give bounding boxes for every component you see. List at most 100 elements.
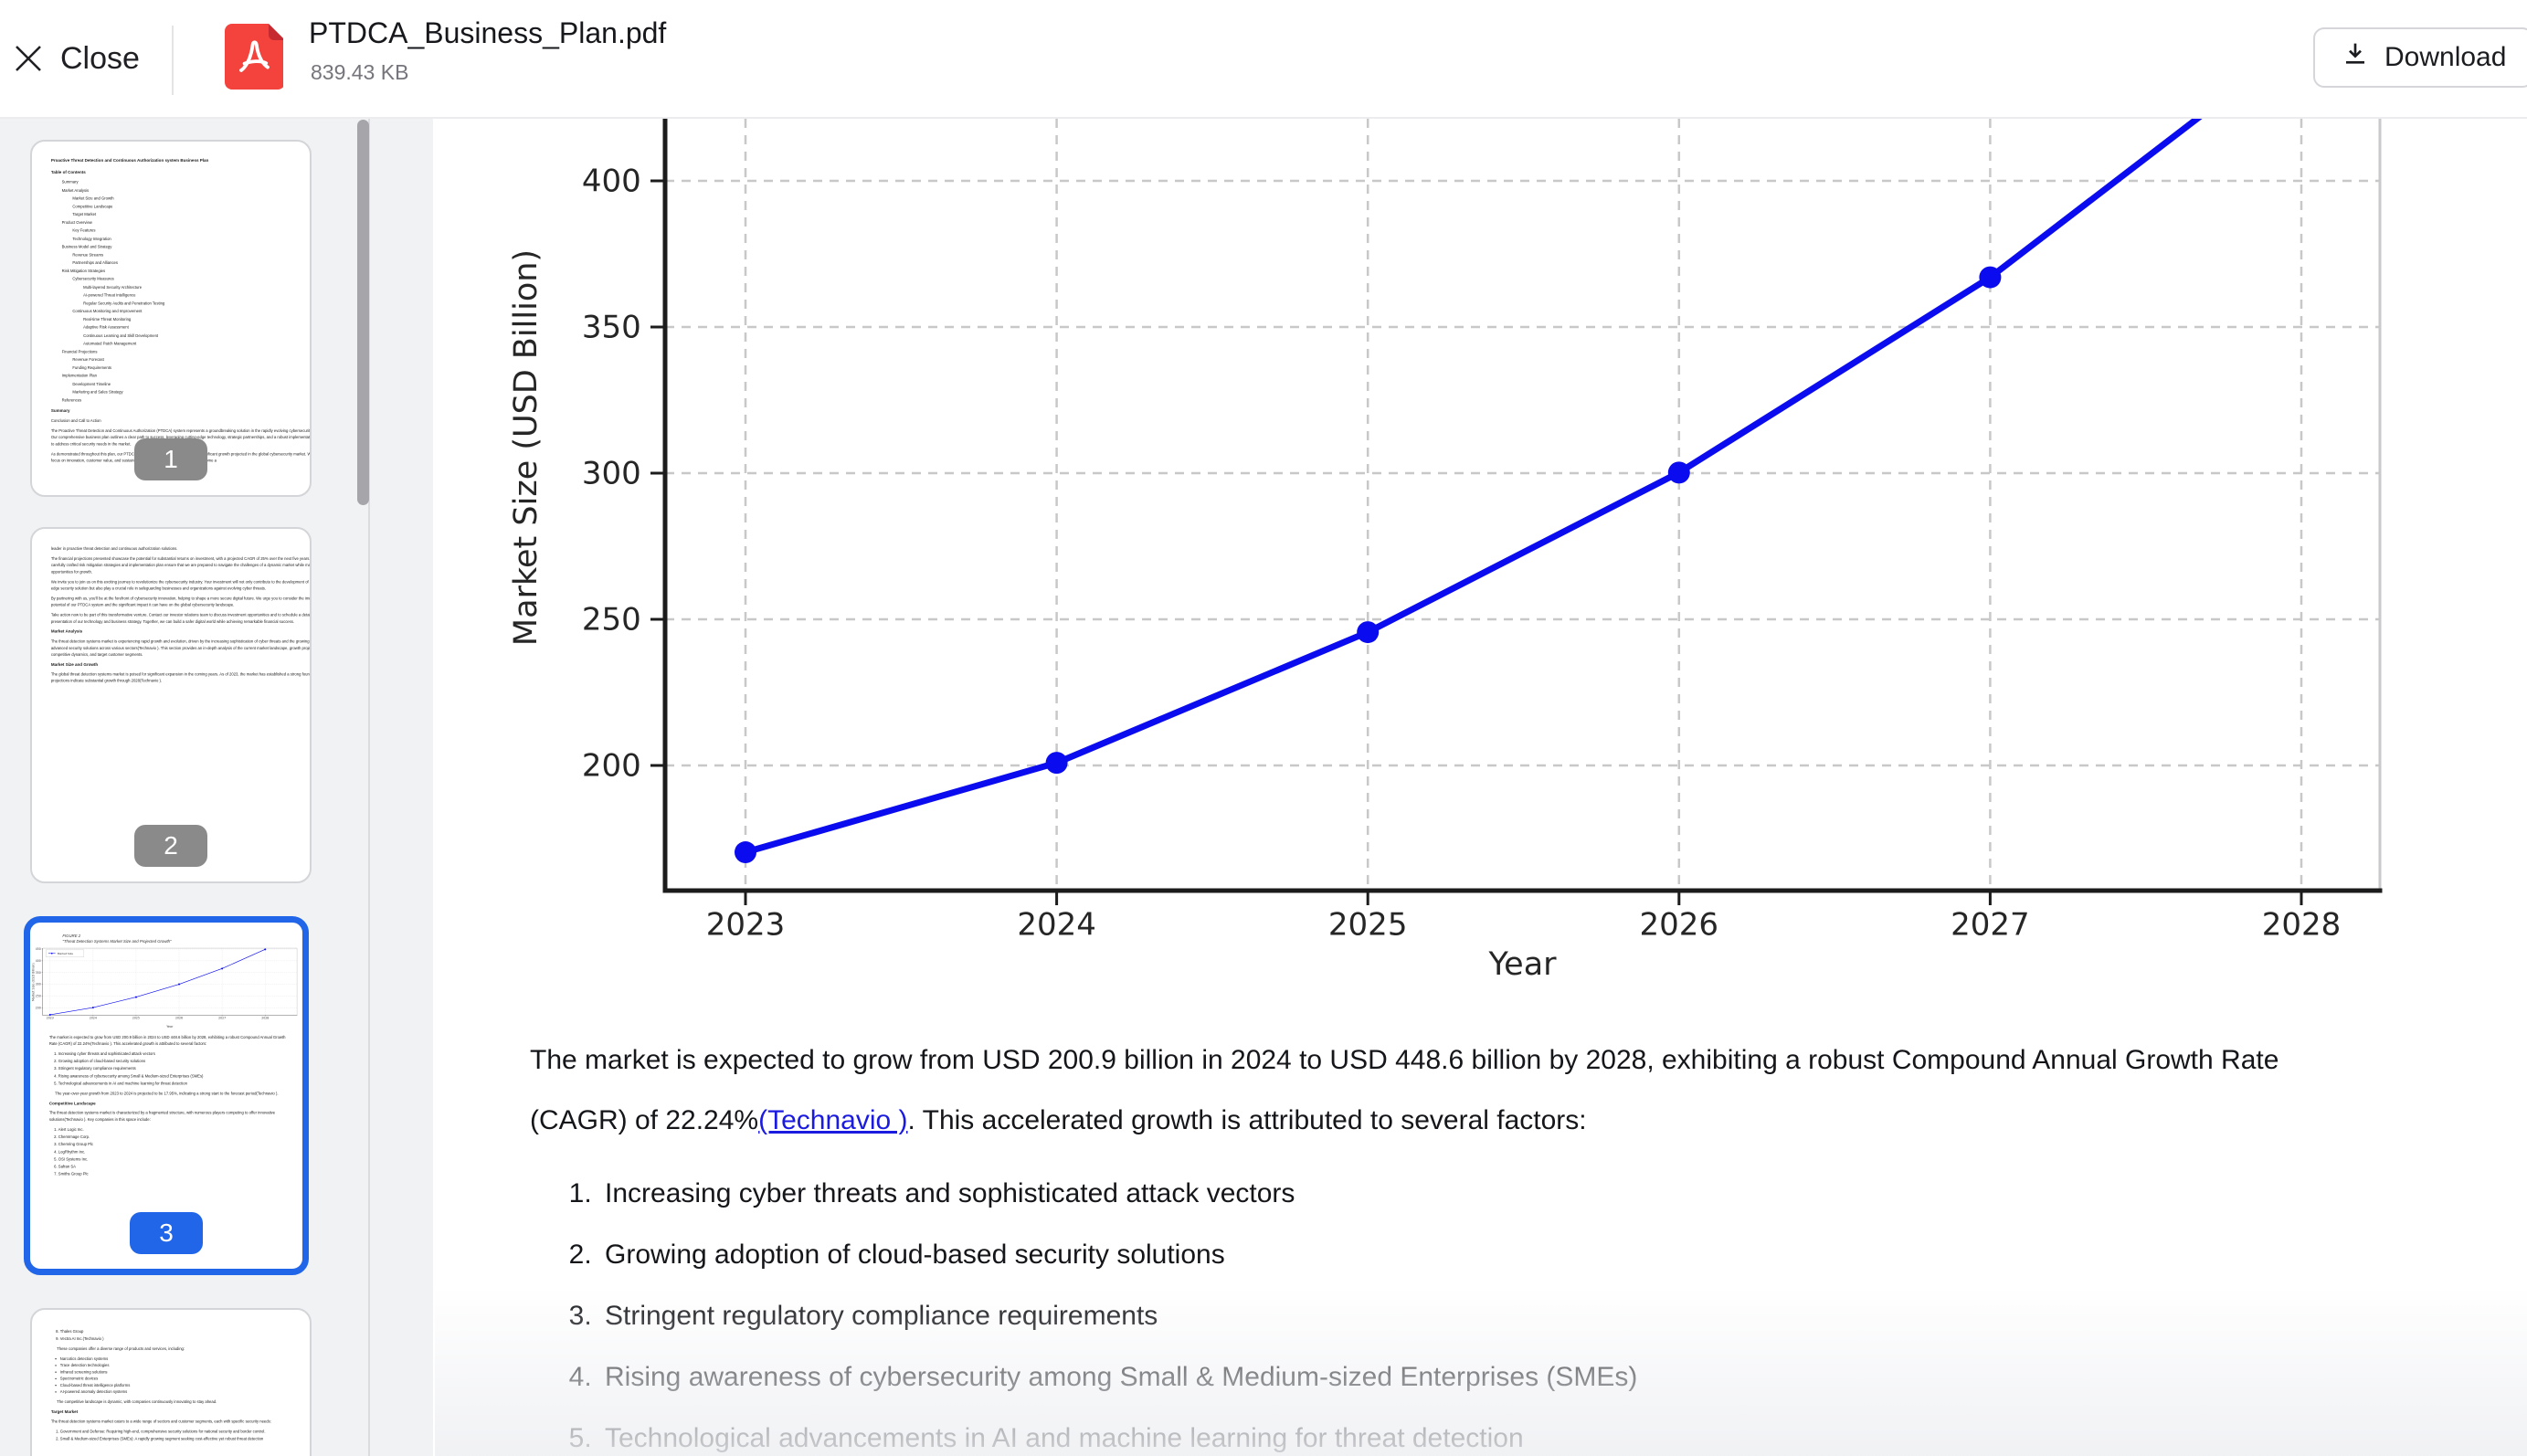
svg-text:Market Size: Market Size xyxy=(58,952,73,955)
toc-line: Revenue Forecast xyxy=(72,357,104,362)
svg-text:400: 400 xyxy=(36,959,41,963)
page3-paragraph: The market is expected to grow from USD … xyxy=(48,1035,286,1046)
toc-line: Revenue Streams xyxy=(72,252,104,258)
page2-paragraph: We invite you to join us on this excitin… xyxy=(50,579,312,591)
factor-item: Growing adoption of cloud-based security… xyxy=(58,1058,292,1064)
summary-heading: Summary xyxy=(50,408,70,414)
growth-factor-item: Rising awareness of cybersecurity among … xyxy=(599,1364,1637,1391)
company-list-continued: Thales GroupVectra AI Inc.(Technavio ) xyxy=(51,1328,310,1342)
competitive-landscape-paragraph: The threat detection systems market is c… xyxy=(48,1111,276,1122)
product-bullet: Infrared screening solutions xyxy=(60,1368,310,1375)
toc-line: Target Market xyxy=(72,212,97,216)
company-item: LogRhythm Inc. xyxy=(58,1148,292,1155)
company-item: Thales Group xyxy=(60,1328,310,1335)
sidebar-scrollbar-thumb[interactable] xyxy=(357,120,369,505)
toc-line: Continuous Monitoring and Improvement xyxy=(72,309,143,313)
conclusion-heading: Conclusion and Call to Action xyxy=(50,418,101,423)
page4-intro: These companies offer a diverse range of… xyxy=(57,1346,185,1351)
svg-text:300: 300 xyxy=(36,983,41,986)
toc-line: Implementation Plan xyxy=(61,374,97,378)
pdf-file-icon xyxy=(225,24,285,94)
market-size-heading: Market Size and Growth xyxy=(50,662,99,668)
svg-text:2025: 2025 xyxy=(1328,906,1408,943)
svg-text:2026: 2026 xyxy=(1640,906,1719,943)
toc-heading: Table of Contents xyxy=(50,170,86,175)
page-thumbnail-3-selected[interactable]: FIGURE 2 "Threat Detection Systems Marke… xyxy=(24,916,309,1275)
page2-content: leader in proactive threat detection and… xyxy=(32,529,312,704)
segment-item: Government and Defense: Requiring high-e… xyxy=(60,1428,310,1434)
segment-list: Government and Defense: Requiring high-e… xyxy=(51,1428,310,1441)
target-market-paragraph: The threat detection systems market cate… xyxy=(50,1419,271,1424)
product-bullet: Spectrometric devices xyxy=(60,1376,310,1382)
product-bullet: Trace detection technologies xyxy=(60,1362,310,1368)
product-bullets: Narcotics detection systemsTrace detecti… xyxy=(51,1356,310,1395)
toc-line: Competitive Landscape xyxy=(72,204,113,209)
page-number-badge: 2 xyxy=(134,825,207,867)
market-size-paragraph: The global threat detection systems mark… xyxy=(50,671,312,683)
paragraph-text-before: The market is expected to grow from USD … xyxy=(530,1045,2279,1135)
svg-text:350: 350 xyxy=(582,310,641,346)
page-thumbnail-1[interactable]: Proactive Threat Detection and Continuou… xyxy=(30,140,312,497)
svg-text:300: 300 xyxy=(582,456,641,492)
thumbnail-line-chart: 2023 2024 2025 2026 2027 2028 200 250 300 350 400 4… xyxy=(32,947,298,1029)
target-market-heading: Target Market xyxy=(50,1409,79,1415)
svg-text:2027: 2027 xyxy=(1951,906,2030,943)
svg-text:400: 400 xyxy=(582,164,641,200)
company-item: ChemImage Corp. xyxy=(58,1134,292,1140)
sidebar-divider xyxy=(368,119,370,1456)
svg-text:2025: 2025 xyxy=(132,1016,140,1019)
page2-paragraph: leader in proactive threat detection and… xyxy=(50,546,178,552)
factor-item: Rising awareness of cybersecurity among … xyxy=(58,1072,292,1079)
svg-text:2028: 2028 xyxy=(2262,906,2342,943)
company-item: Smiths Group Plc xyxy=(58,1171,292,1177)
svg-text:Market Size (USD Billion): Market Size (USD Billion) xyxy=(508,249,545,646)
factor-item: Stringent regulatory compliance requirem… xyxy=(58,1065,292,1071)
growth-factor-item: Increasing cyber threats and sophisticat… xyxy=(599,1180,1637,1208)
toc-line: Continuous Learning and Skill Developmen… xyxy=(83,332,159,338)
toc-line: Multi-layered Security Architecture xyxy=(83,284,143,290)
download-button[interactable]: Download xyxy=(2313,27,2527,88)
growth-factors-list: Increasing cyber threats and sophisticat… xyxy=(555,1180,1637,1456)
svg-text:250: 250 xyxy=(582,602,641,638)
technavio-link[interactable]: (Technavio ) xyxy=(758,1105,908,1135)
page-thumbnail-4[interactable]: Thales GroupVectra AI Inc.(Technavio ) T… xyxy=(30,1308,312,1456)
svg-text:350: 350 xyxy=(36,971,41,975)
svg-text:250: 250 xyxy=(36,995,41,998)
page-thumbnail-2[interactable]: leader in proactive threat detection and… xyxy=(30,527,312,883)
svg-text:2024: 2024 xyxy=(1017,906,1096,943)
header-bar: Close PTDCA_Business_Plan.pdf 839.43 KB … xyxy=(0,0,2527,119)
toc-line: Financial Projections xyxy=(61,349,98,354)
svg-text:Market Size (USD Billion): Market Size (USD Billion) xyxy=(32,963,36,1002)
market-analysis-heading: Market Analysis xyxy=(50,629,83,635)
company-item: Chemring Group Plc xyxy=(58,1141,292,1147)
growth-factor-item: Growing adoption of cloud-based security… xyxy=(599,1241,1637,1269)
growth-factor-item: Technological advancements in AI and mac… xyxy=(599,1425,1637,1452)
download-icon xyxy=(2341,39,2370,76)
toc-line: References xyxy=(61,397,82,403)
toc-line: Marketing and Sales Strategy xyxy=(72,389,123,395)
page2-paragraph: Take action now to be part of this trans… xyxy=(50,612,312,624)
close-button[interactable]: Close xyxy=(13,31,140,86)
toc-line: Summary xyxy=(61,180,79,185)
doc-title: Proactive Threat Detection and Continuou… xyxy=(50,158,209,164)
toc-line: Market Analysis xyxy=(61,187,90,193)
figure-caption: FIGURE 2 "Threat Detection Systems Marke… xyxy=(62,934,172,944)
toc-line: Development Timeline xyxy=(72,381,111,386)
svg-text:2027: 2027 xyxy=(218,1016,226,1019)
toc-line: Technology Integration xyxy=(72,236,111,241)
page-number-badge-selected: 3 xyxy=(130,1212,203,1254)
download-button-label: Download xyxy=(2384,42,2507,72)
product-bullet: Narcotics detection systems xyxy=(60,1356,310,1362)
company-item: Vectra AI Inc.(Technavio ) xyxy=(60,1335,310,1342)
toc-line: Risk Mitigation Strategies xyxy=(61,269,106,273)
file-title: PTDCA_Business_Plan.pdf xyxy=(309,16,667,49)
svg-text:2026: 2026 xyxy=(175,1016,183,1019)
growth-note: The year-over-year growth from 2023 to 2… xyxy=(55,1091,279,1096)
product-bullet: AI-powered anomaly detection systems xyxy=(60,1388,310,1395)
toc-line: Product Overview xyxy=(61,220,92,225)
market-analysis-paragraph: The threat detection systems market is e… xyxy=(50,638,312,657)
toc-line: Real-time Threat Monitoring xyxy=(83,317,132,322)
toc-line: Cybersecurity Measures xyxy=(72,277,114,281)
company-item: OSI Systems Inc. xyxy=(58,1155,292,1162)
